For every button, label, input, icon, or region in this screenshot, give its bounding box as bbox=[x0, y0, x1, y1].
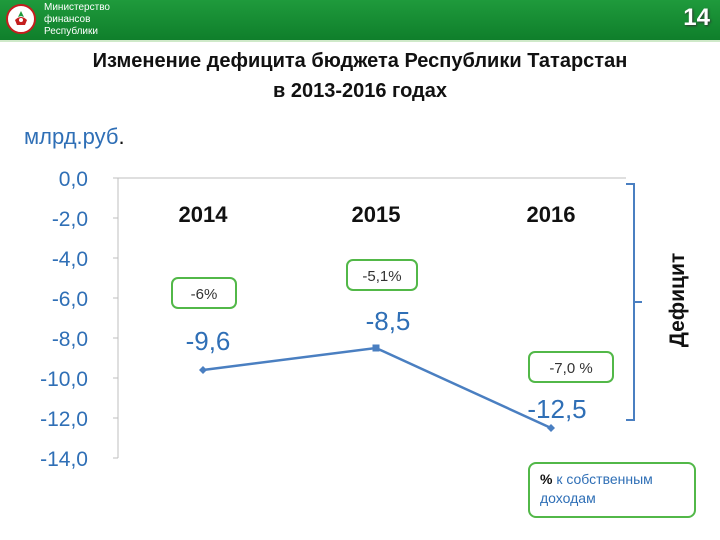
legend-text-2: доходам bbox=[540, 490, 596, 506]
legend-note: % к собственным доходам bbox=[528, 462, 696, 518]
percent-box bbox=[528, 351, 614, 383]
x-category-label: 2014 bbox=[179, 202, 229, 227]
title-line-1: Изменение дефицита бюджета Республики Та… bbox=[92, 50, 628, 72]
unit-dot: . bbox=[118, 124, 125, 149]
data-value-label: -9,6 bbox=[186, 326, 231, 356]
coat-of-arms-icon bbox=[6, 4, 36, 34]
legend-percent-sign: % bbox=[540, 471, 553, 487]
x-category-label: 2015 bbox=[352, 202, 401, 227]
y-tick-label: 0,0 bbox=[59, 168, 88, 191]
y-tick-label: -10,0 bbox=[40, 368, 88, 391]
data-value-label: -12,5 bbox=[527, 394, 586, 424]
org-line-1: Министерство bbox=[44, 2, 110, 13]
unit-text: млрд.руб bbox=[24, 124, 119, 149]
y-tick-label: -12,0 bbox=[40, 408, 88, 431]
data-point bbox=[372, 344, 380, 352]
percent-box bbox=[171, 277, 237, 309]
percent-label: -6% bbox=[191, 286, 218, 303]
percent-label: -7,0 % bbox=[549, 360, 592, 377]
x-category-label: 2016 bbox=[527, 202, 576, 227]
data-point bbox=[547, 424, 555, 432]
unit-label: млрд.руб. bbox=[24, 124, 125, 150]
deficit-bracket bbox=[626, 183, 635, 421]
title-line-2: в 2013-2016 годах bbox=[272, 80, 447, 102]
percent-label: -5,1% bbox=[362, 268, 401, 285]
legend-text-1: к собственным bbox=[552, 471, 653, 487]
data-point bbox=[199, 366, 207, 374]
org-line-3: Республики bbox=[44, 26, 98, 37]
deficit-bracket-label: Дефицит bbox=[666, 253, 689, 347]
page-title: Изменение дефицита бюджета Республики Та… bbox=[0, 46, 720, 106]
percent-box bbox=[346, 259, 418, 291]
y-tick-label: -14,0 bbox=[40, 448, 88, 471]
page-number: 14 bbox=[683, 4, 710, 31]
organization-name: Министерство финансов Республики bbox=[44, 2, 154, 38]
y-tick-label: -4,0 bbox=[52, 248, 88, 271]
y-tick-label: -2,0 bbox=[52, 208, 88, 231]
y-tick-label: -6,0 bbox=[52, 288, 88, 311]
y-tick-label: -8,0 bbox=[52, 328, 88, 351]
org-line-2: финансов bbox=[44, 14, 91, 25]
header-bar: Министерство финансов Республики 14 bbox=[0, 0, 720, 42]
data-value-label: -8,5 bbox=[366, 306, 411, 336]
series-line bbox=[202, 346, 552, 430]
